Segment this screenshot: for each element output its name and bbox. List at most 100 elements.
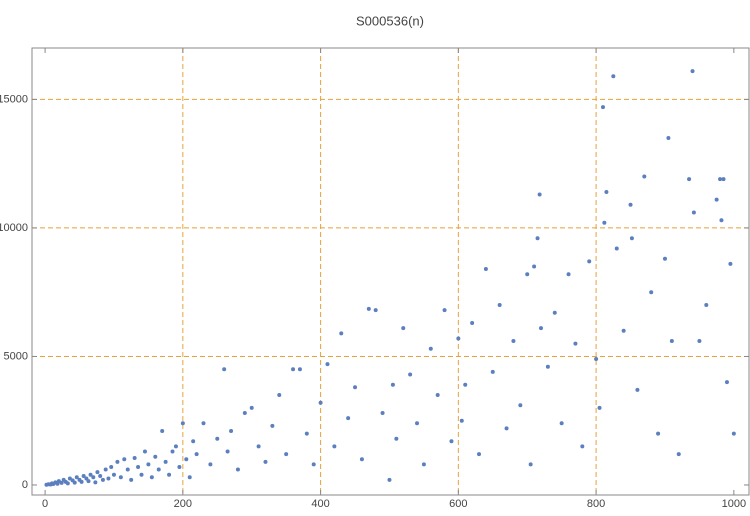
point	[649, 290, 654, 295]
point	[511, 339, 516, 344]
point	[291, 367, 296, 372]
point	[201, 421, 206, 426]
point	[545, 364, 550, 369]
point	[297, 367, 302, 372]
point	[421, 462, 426, 467]
point	[580, 444, 585, 449]
point	[95, 470, 100, 475]
point	[111, 472, 116, 477]
x-tick-label: 800	[587, 498, 605, 510]
point	[401, 326, 406, 331]
point	[91, 475, 96, 480]
point	[687, 177, 692, 182]
point	[156, 467, 161, 472]
point	[235, 467, 240, 472]
point	[311, 462, 316, 467]
point	[604, 189, 609, 194]
point	[721, 177, 726, 182]
point	[642, 174, 647, 179]
x-tick-label: 400	[311, 498, 329, 510]
point	[602, 220, 607, 225]
point	[81, 473, 86, 478]
point	[173, 444, 178, 449]
point	[497, 303, 502, 308]
point	[691, 210, 696, 215]
y-tick-label: 0	[22, 479, 28, 491]
point	[728, 261, 733, 266]
point	[170, 449, 175, 454]
point	[222, 367, 227, 372]
point	[270, 423, 275, 428]
point	[93, 480, 98, 485]
point	[724, 380, 729, 385]
point	[719, 218, 724, 223]
point	[573, 341, 578, 346]
point	[208, 462, 213, 467]
point	[284, 452, 289, 457]
point	[442, 308, 447, 313]
point	[470, 321, 475, 326]
point	[125, 467, 130, 472]
point	[428, 346, 433, 351]
point	[304, 431, 309, 436]
point	[390, 382, 395, 387]
point	[229, 428, 234, 433]
plot-frame	[31, 47, 750, 496]
point	[263, 459, 268, 464]
point	[490, 369, 495, 374]
point	[408, 372, 413, 377]
point	[249, 405, 254, 410]
x-tick-label: 0	[42, 498, 48, 510]
point	[191, 439, 196, 444]
point	[215, 436, 220, 441]
point	[184, 457, 189, 462]
point	[435, 393, 440, 398]
point	[136, 464, 141, 469]
point	[163, 459, 168, 464]
point	[552, 310, 557, 315]
point	[65, 481, 70, 486]
point	[242, 411, 247, 416]
point	[180, 421, 185, 426]
point	[132, 455, 137, 460]
point	[332, 444, 337, 449]
point	[629, 236, 634, 241]
point	[346, 416, 351, 421]
point	[535, 236, 540, 241]
point	[611, 74, 616, 79]
point	[394, 436, 399, 441]
point	[115, 459, 120, 464]
point	[79, 479, 84, 484]
point	[504, 426, 509, 431]
point	[167, 472, 172, 477]
y-tick-label: 5000	[4, 350, 28, 362]
point	[277, 393, 282, 398]
point	[225, 449, 230, 454]
point	[463, 382, 468, 387]
point	[72, 480, 77, 485]
point	[415, 421, 420, 426]
point	[587, 259, 592, 264]
point	[353, 385, 358, 390]
point	[635, 387, 640, 392]
point	[373, 308, 378, 313]
point	[59, 480, 64, 485]
point	[103, 467, 108, 472]
point	[532, 264, 537, 269]
point	[459, 418, 464, 423]
y-tick-label: 10000	[0, 222, 28, 234]
point	[538, 326, 543, 331]
point	[559, 421, 564, 426]
point	[146, 462, 151, 467]
point	[594, 357, 599, 362]
point	[109, 464, 114, 469]
point	[628, 202, 633, 207]
y-tick-label: 15000	[0, 93, 28, 105]
point	[697, 339, 702, 344]
point	[528, 462, 533, 467]
point	[518, 403, 523, 408]
point	[676, 452, 681, 457]
point	[139, 472, 144, 477]
point	[256, 444, 261, 449]
